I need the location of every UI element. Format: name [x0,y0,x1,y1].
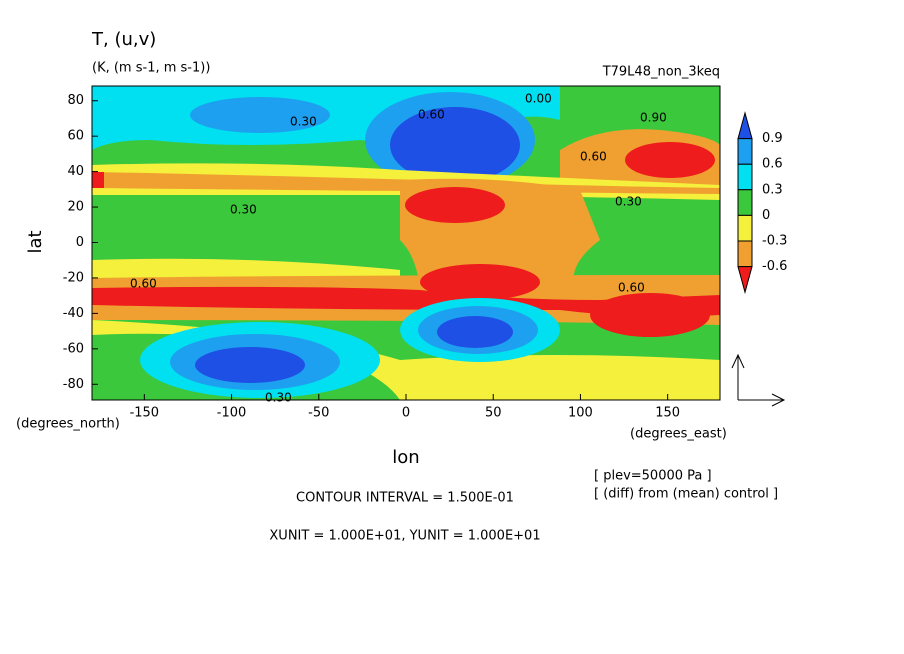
contour-label: 0.60 [130,277,157,291]
chart-title: T, (u,v) [91,29,156,50]
contour-label: 0.30 [265,391,292,405]
contour-field [92,86,720,400]
y-tick-label: -60 [63,341,84,356]
colorbar-label: 0.9 [762,131,783,146]
colorbar-label: -0.3 [762,234,787,249]
y-tick-label: -80 [63,377,84,392]
region [437,316,513,348]
x-tick-label: 0 [402,406,410,421]
colorbar-label: -0.6 [762,259,787,274]
y-tick-label: 0 [76,235,84,250]
y-unit: (degrees_north) [16,417,120,432]
region [92,286,720,317]
contour-label: 0.60 [580,150,607,164]
colorbar-box [737,163,753,191]
colorbar-box [737,240,753,268]
contour-interval: CONTOUR INTERVAL = 1.500E-01 [296,491,514,506]
x-unit: (degrees_east) [630,427,727,442]
run-label: T79L48_non_3keq [602,65,720,80]
colorbar-box [737,189,753,216]
x-tick-label: 50 [485,406,502,421]
chart-subtitle: (K, (m s-1, m s-1)) [92,61,210,76]
region [190,97,330,133]
x-tick-label: 150 [655,406,680,421]
y-tick-label: 60 [67,129,84,144]
y-axis-label: lat [25,230,46,253]
region [625,142,715,178]
y-tick-label: -40 [63,306,84,321]
x-tick-label: -150 [130,406,160,421]
y-tick-label: 20 [67,200,84,215]
colorbar-box [737,214,753,242]
note: [ plev=50000 Pa ] [594,469,712,484]
region [420,264,540,300]
contour-label: 0.00 [525,92,552,106]
x-tick-label: -100 [217,406,247,421]
x-tick-label: -50 [308,406,329,421]
colorbar-box [737,266,753,295]
colorbar-label: 0.3 [762,182,783,197]
contour-label: 0.30 [290,115,317,129]
region [405,187,505,223]
y-tick-label: 40 [67,164,84,179]
colorbar-label: 0 [762,208,770,223]
note: [ (diff) from (mean) control ] [594,487,778,502]
x-tick-label: 100 [568,406,593,421]
contour-label: 0.30 [615,195,642,209]
contour-label: 0.30 [230,203,257,217]
colorbar-label: 0.6 [762,157,783,172]
x-axis-label: lon [392,447,419,468]
y-tick-label: -20 [63,270,84,285]
region [390,107,520,183]
reference-vector [731,353,786,407]
region [195,347,305,383]
region [92,172,104,188]
contour-label: 0.90 [640,111,667,125]
colorbar-box [737,138,753,165]
y-tick-label: 80 [67,93,84,108]
units-note: XUNIT = 1.000E+01, YUNIT = 1.000E+01 [269,529,540,544]
contour-label: 0.60 [618,281,645,295]
colorbar-box [737,111,753,140]
contour-label: 0.60 [418,108,445,122]
region [590,293,710,337]
